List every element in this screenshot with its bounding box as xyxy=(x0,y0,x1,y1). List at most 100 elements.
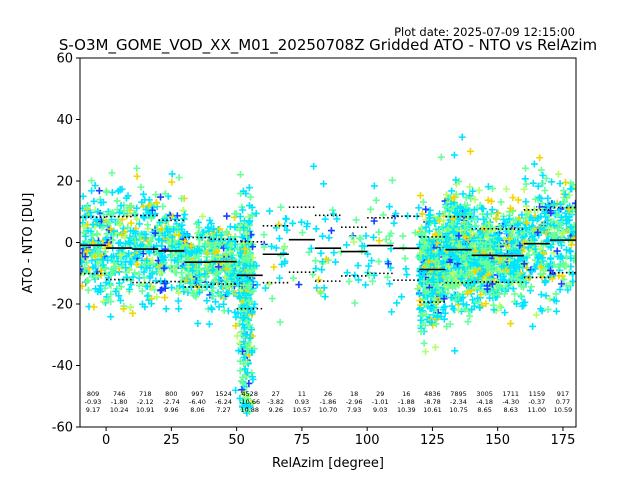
scatter-point xyxy=(514,196,522,204)
scatter-point xyxy=(433,312,441,320)
scatter-point xyxy=(489,301,497,309)
scatter-point xyxy=(451,347,459,355)
scatter-point xyxy=(449,305,457,313)
scatter-point xyxy=(441,309,449,317)
scatter-point xyxy=(528,268,536,276)
scatter-point xyxy=(131,269,139,277)
scatter-point xyxy=(321,293,329,301)
bin-mean-label: -4.30 xyxy=(502,398,519,406)
scatter-point xyxy=(178,269,186,277)
y-tick-label: 20 xyxy=(56,175,73,190)
scatter-point xyxy=(516,242,524,250)
scatter-point xyxy=(511,257,519,265)
scatter-point xyxy=(550,261,558,269)
scatter-point xyxy=(449,220,457,228)
scatter-point xyxy=(126,257,134,265)
scatter-point xyxy=(228,282,236,290)
scatter-point xyxy=(422,205,430,213)
scatter-point xyxy=(80,282,86,290)
bin-std-label: 10.24 xyxy=(110,406,129,414)
scatter-point xyxy=(505,235,513,243)
scatter-point xyxy=(370,217,378,225)
scatter-point xyxy=(451,252,459,260)
scatter-point xyxy=(562,178,570,186)
scatter-point xyxy=(241,245,249,253)
scatter-point xyxy=(466,183,474,191)
scatter-point xyxy=(417,249,425,257)
scatter-point xyxy=(382,236,390,244)
scatter-point xyxy=(129,227,137,235)
scatter-point xyxy=(89,221,97,229)
scatter-point xyxy=(558,280,566,288)
scatter-point xyxy=(419,311,427,319)
scatter-point xyxy=(139,250,147,258)
scatter-point xyxy=(489,185,497,193)
scatter-point xyxy=(332,258,340,266)
scatter-point xyxy=(458,133,466,141)
bin-mean-label: -2.74 xyxy=(163,398,180,406)
scatter-point xyxy=(147,238,155,246)
scatter-point xyxy=(104,295,112,303)
scatter-point xyxy=(427,297,435,305)
scatter-point xyxy=(562,246,570,254)
scatter-point xyxy=(477,290,485,298)
scatter-point xyxy=(161,231,169,239)
scatter-point xyxy=(526,287,534,295)
scatter-point xyxy=(168,170,176,178)
scatter-point xyxy=(215,290,223,298)
scatter-point xyxy=(82,232,90,240)
scatter-point xyxy=(107,225,115,233)
scatter-point xyxy=(175,305,183,313)
scatter-point xyxy=(567,254,575,262)
scatter-point xyxy=(147,300,155,308)
scatter-point xyxy=(235,347,243,355)
scatter-point xyxy=(84,286,92,294)
scatter-point xyxy=(329,206,337,214)
scatter-point xyxy=(108,209,116,217)
scatter-point xyxy=(513,300,521,308)
scatter-point xyxy=(560,187,568,195)
scatter-point xyxy=(529,216,537,224)
scatter-point xyxy=(216,253,224,261)
scatter-point xyxy=(476,304,484,312)
scatter-point xyxy=(445,225,453,233)
scatter-point xyxy=(168,284,176,292)
scatter-point xyxy=(175,289,183,297)
scatter-point xyxy=(107,290,115,298)
scatter-point xyxy=(320,284,328,292)
scatter-point xyxy=(541,187,549,195)
x-axis-label: RelAzim [degree] xyxy=(272,456,384,471)
scatter-point xyxy=(393,299,401,307)
plot-date: Plot date: 2025-07-09 12:15:00 xyxy=(394,25,575,39)
scatter-point xyxy=(370,182,378,190)
scatter-point xyxy=(564,286,572,294)
scatter-point xyxy=(194,265,202,273)
scatter-point xyxy=(455,215,463,223)
scatter-point xyxy=(185,263,193,271)
scatter-point xyxy=(220,300,228,308)
scatter-point xyxy=(466,209,474,217)
scatter-point xyxy=(83,203,91,211)
scatter-point xyxy=(244,277,252,285)
scatter-point xyxy=(158,242,166,250)
scatter-point xyxy=(478,204,486,212)
scatter-point xyxy=(507,240,515,248)
scatter-point xyxy=(216,225,224,233)
scatter-point xyxy=(440,295,448,303)
scatter-point xyxy=(176,282,184,290)
scatter-point xyxy=(430,252,438,260)
scatter-point xyxy=(450,193,458,201)
scatter-point xyxy=(148,206,156,214)
scatter-point xyxy=(115,239,123,247)
scatter-point xyxy=(497,198,505,206)
scatter-point xyxy=(537,291,545,299)
bin-count-label: 1524 xyxy=(215,390,232,398)
bin-std-label: 8.06 xyxy=(190,406,204,414)
scatter-point xyxy=(248,212,256,220)
scatter-point xyxy=(520,260,528,268)
scatter-point xyxy=(384,260,392,268)
scatter-point xyxy=(520,238,528,246)
scatter-point xyxy=(522,198,530,206)
scatter-point xyxy=(484,196,492,204)
scatter-point xyxy=(81,212,89,220)
